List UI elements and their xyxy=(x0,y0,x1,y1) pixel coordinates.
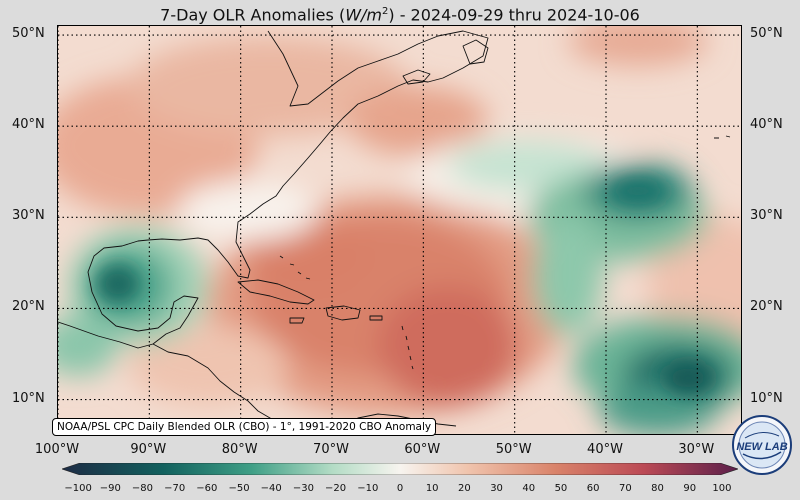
negative-anomaly-trough-tail xyxy=(533,216,603,336)
negative-anomaly-trough-core xyxy=(610,177,666,205)
positive-anomaly-northeast xyxy=(568,26,708,66)
colorbar-tick-label: −30 xyxy=(292,483,314,494)
graticule xyxy=(58,26,741,434)
coastline-cuba xyxy=(237,279,315,305)
longitude-label: 100°W xyxy=(34,442,80,457)
colorbar-tick-label: −60 xyxy=(196,483,218,494)
coastline-hispaniola xyxy=(325,305,361,321)
longitude-label: 30°W xyxy=(678,442,715,457)
colorbar-tick-label: 10 xyxy=(425,483,439,494)
coastline-puerto-rico xyxy=(369,315,383,321)
colorbar-tick-label: 100 xyxy=(712,483,732,494)
positive-anomaly-north xyxy=(128,36,408,136)
negative-anomaly-gulf-core xyxy=(96,264,140,304)
map-canvas xyxy=(58,26,741,434)
colorbar-gradient xyxy=(62,463,738,475)
olr-anomaly-map xyxy=(57,25,742,435)
colorbar-tick-label: 40 xyxy=(522,483,536,494)
colorbar-tick-label: 90 xyxy=(683,483,697,494)
negative-anomaly-wave-core xyxy=(664,362,712,394)
latitude-label: 20°N xyxy=(12,299,45,315)
colorbar-tick-label: −20 xyxy=(325,483,347,494)
positive-anomaly-northeast-us xyxy=(348,86,488,156)
latitude-label: 50°N xyxy=(750,26,783,42)
colorbar-tick-label: 80 xyxy=(651,483,664,494)
positive-anomaly-bahamas xyxy=(248,221,368,291)
latitude-label: 40°N xyxy=(750,117,783,133)
coastline-north-america xyxy=(58,30,489,349)
colorbar-tick-label: 60 xyxy=(586,483,600,494)
logo-text: NEW LAB xyxy=(736,441,787,453)
colorbar-tick-label: −70 xyxy=(164,483,186,494)
coastline-azores xyxy=(714,135,731,139)
longitude-label: 90°W xyxy=(130,442,167,457)
longitude-label: 60°W xyxy=(404,442,441,457)
colorbar-tick-label: 50 xyxy=(554,483,568,494)
colorbar-tick-label: −40 xyxy=(260,483,282,494)
negative-anomaly-wave-south xyxy=(598,386,718,434)
colorbar-tick-label: −100 xyxy=(64,483,92,494)
latitude-label: 30°N xyxy=(12,208,45,224)
coastline-newfoundland xyxy=(462,39,489,65)
longitude-label: 70°W xyxy=(313,442,349,457)
colorbar-tick-label: −80 xyxy=(131,483,154,494)
colorbar-tick-label: 20 xyxy=(458,483,471,494)
positive-anomaly-central-america xyxy=(128,326,288,406)
colorbar xyxy=(62,463,738,475)
negative-anomaly-north-atlantic xyxy=(448,141,608,191)
colorbar-tick-label: −10 xyxy=(357,483,379,494)
longitude-label: 80°W xyxy=(221,442,258,457)
coastline-jamaica xyxy=(289,317,305,324)
longitude-label: 40°W xyxy=(587,442,623,457)
colorbar-tick-label: −50 xyxy=(228,483,250,494)
negative-anomaly-pacific xyxy=(58,316,118,376)
latitude-label: 40°N xyxy=(12,117,45,133)
latitude-label: 20°N xyxy=(750,299,783,315)
positive-anomaly-core xyxy=(378,286,518,406)
data-source-note: NOAA/PSL CPC Daily Blended OLR (CBO) - 1… xyxy=(52,418,437,436)
coastline-nova-scotia xyxy=(402,69,431,85)
colorbar-tick-label: −90 xyxy=(99,483,121,494)
latitude-label: 30°N xyxy=(750,208,783,224)
colorbar-tick-label: 30 xyxy=(490,483,503,494)
new-lab-logo: NEW LAB xyxy=(732,415,792,475)
longitude-label: 50°W xyxy=(495,442,532,457)
colorbar-tick-label: 0 xyxy=(396,483,404,494)
anomaly-field xyxy=(58,26,741,434)
neutral-southeast-us xyxy=(178,181,318,241)
latitude-label: 10°N xyxy=(12,390,45,406)
latitude-label: 50°N xyxy=(12,26,45,42)
coastline-bahamas xyxy=(279,255,311,280)
coastline-lesser-antilles xyxy=(401,325,414,370)
colorbar-tick-label: 70 xyxy=(618,483,632,494)
latitude-label: 10°N xyxy=(750,390,783,406)
map-title: 7-Day OLR Anomalies (W/m2) - 2024-09-29 … xyxy=(160,5,640,25)
